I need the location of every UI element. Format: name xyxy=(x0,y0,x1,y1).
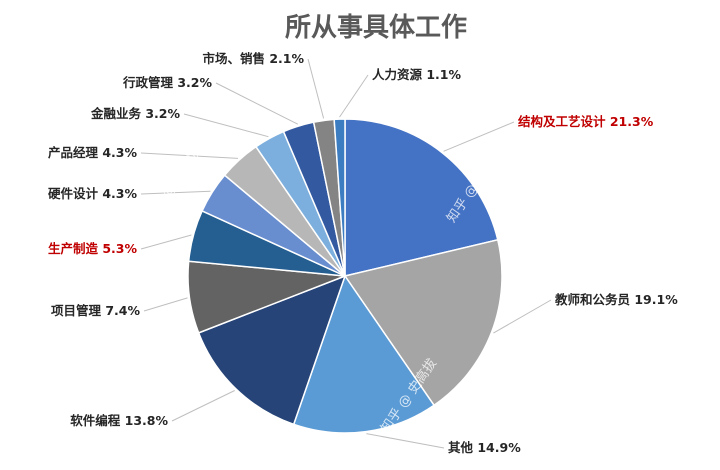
slice-label: 生产制造 5.3% xyxy=(48,241,137,256)
slice-label: 产品经理 4.3% xyxy=(48,145,137,160)
slice-label: 教师和公务员 19.1% xyxy=(554,292,678,307)
slice-label: 行政管理 3.2% xyxy=(122,75,212,90)
leader-line xyxy=(443,121,515,152)
watermark-corner: 知乎 @史高拔 xyxy=(578,429,685,449)
pie-slice xyxy=(292,274,436,434)
pie-slice xyxy=(197,274,347,426)
slice-label: 结构及工艺设计 21.3% xyxy=(518,114,654,129)
slice-label: 人力资源 1.1% xyxy=(372,67,461,82)
pie-slices xyxy=(187,118,503,434)
slice-label: 软件编程 13.8% xyxy=(70,413,168,428)
pie-slice xyxy=(333,118,346,277)
leader-line xyxy=(493,299,552,334)
leader-line xyxy=(140,190,211,195)
chart-title: 所从事具体工作 xyxy=(285,13,467,43)
leader-line xyxy=(307,58,325,119)
slice-label: 金融业务 3.2% xyxy=(90,106,180,121)
slice-labels: 结构及工艺设计 21.3% 教师和公务员 19.1% 其他 14.9% 软件编程 13… xyxy=(48,51,678,455)
leader-line xyxy=(339,74,369,118)
slice-label: 项目管理 7.4% xyxy=(51,303,140,318)
leader-line xyxy=(143,297,188,312)
leader-line xyxy=(215,82,299,125)
leader-line xyxy=(171,390,235,422)
slice-label: 硬件设计 4.3% xyxy=(48,186,137,201)
pie-slice xyxy=(344,118,499,277)
leader-line xyxy=(183,113,269,138)
leader-line xyxy=(140,152,239,159)
pie-slice xyxy=(343,238,503,407)
leader-line xyxy=(366,433,445,449)
leader-line xyxy=(140,234,192,250)
watermark-slice-2: 知乎 @ 史高拔 xyxy=(141,146,204,226)
slice-label: 市场、销售 2.1% xyxy=(202,51,304,66)
slice-label: 其他 14.9% xyxy=(448,440,521,455)
leader-lines xyxy=(140,58,552,449)
